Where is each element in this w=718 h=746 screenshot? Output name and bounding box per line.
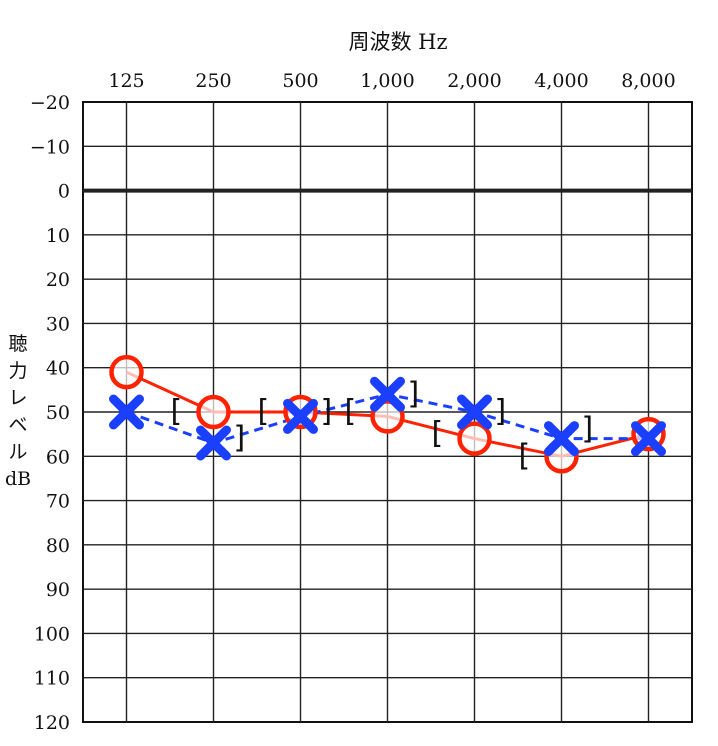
data-point-circle bbox=[109, 354, 144, 390]
cross-stroke bbox=[631, 421, 666, 457]
bone-conduction-bracket: [ bbox=[519, 438, 531, 473]
chart-grid bbox=[82, 101, 693, 723]
cross-stroke bbox=[457, 394, 492, 430]
bone-conduction-bracket: [ bbox=[258, 394, 270, 429]
bone-conduction-bracket: [ bbox=[171, 394, 183, 429]
frequency-axis-title: 周波数 Hz bbox=[348, 30, 447, 54]
frequency-tick-label: 125 bbox=[108, 70, 144, 92]
hearing-level-tick-label: 10 bbox=[46, 225, 70, 247]
data-point-cross bbox=[370, 376, 405, 412]
hearing-level-tick-label: 100 bbox=[34, 623, 70, 645]
bone-conduction-bracket: ] bbox=[321, 394, 333, 429]
data-point-cross bbox=[631, 421, 666, 457]
hearing-level-tick-labels: −20 −10 0 10 20 30 40 50 60 70 80 90 100 110 120 bbox=[30, 92, 70, 734]
hearing-level-axis-label-char: ベ bbox=[8, 414, 27, 436]
series-markers bbox=[109, 354, 666, 474]
frequency-tick-labels: 125 250 500 1,000 2,000 4,000 8,000 bbox=[108, 70, 675, 92]
hearing-level-axis-label-char: 力 bbox=[8, 360, 27, 382]
cross-stroke bbox=[109, 394, 144, 430]
data-point-cross bbox=[544, 421, 579, 457]
cross-stroke bbox=[283, 398, 318, 434]
hearing-level-axis-label-char: ル bbox=[8, 441, 27, 463]
hearing-level-tick-label: 90 bbox=[46, 579, 70, 601]
bone-conduction-bracket: ] bbox=[582, 412, 594, 447]
bone-conduction-bracket: ] bbox=[495, 394, 507, 429]
hearing-level-tick-label: 50 bbox=[46, 402, 70, 424]
data-point-cross bbox=[196, 425, 231, 461]
bone-conduction-bracket: ] bbox=[234, 421, 246, 456]
hearing-level-tick-label: 110 bbox=[34, 668, 70, 690]
bone-conduction-bracket: [ bbox=[432, 416, 444, 451]
hearing-level-tick-label: 0 bbox=[58, 181, 70, 203]
data-point-circle bbox=[196, 394, 231, 430]
hearing-level-tick-label: 40 bbox=[46, 358, 70, 380]
bone-conduction-bracket: [ bbox=[345, 394, 357, 429]
frequency-tick-label: 250 bbox=[195, 70, 231, 92]
hearing-level-tick-label: 80 bbox=[46, 535, 70, 557]
cross-stroke bbox=[196, 425, 231, 461]
cross-stroke bbox=[544, 421, 579, 457]
hearing-level-tick-label: 30 bbox=[46, 313, 70, 335]
hearing-level-axis-label-char: レ bbox=[8, 387, 27, 409]
data-point-circle bbox=[370, 399, 405, 434]
hearing-level-tick-label: −20 bbox=[30, 92, 70, 114]
hearing-level-tick-label: −10 bbox=[30, 136, 70, 158]
bone-conduction-bracket: ] bbox=[408, 376, 420, 411]
hearing-level-tick-label: 120 bbox=[34, 712, 70, 734]
data-point-cross bbox=[457, 394, 492, 430]
hearing-level-tick-label: 70 bbox=[46, 491, 70, 513]
cross-stroke bbox=[370, 376, 405, 412]
hearing-level-tick-label: 60 bbox=[46, 446, 70, 468]
data-point-cross bbox=[283, 398, 318, 434]
hearing-level-axis-label-char: 聴 bbox=[8, 333, 27, 355]
frequency-tick-label: 4,000 bbox=[534, 70, 588, 92]
frequency-tick-label: 8,000 bbox=[621, 70, 675, 92]
hearing-level-axis-label-char: dB bbox=[5, 468, 31, 490]
data-point-circle bbox=[457, 421, 492, 456]
hearing-level-tick-label: 20 bbox=[46, 269, 70, 291]
frequency-tick-label: 2,000 bbox=[447, 70, 501, 92]
frequency-tick-label: 500 bbox=[282, 70, 318, 92]
bone-conduction-markers: [] [] [] [] [] bbox=[171, 376, 594, 473]
frequency-tick-label: 1,000 bbox=[360, 70, 414, 92]
data-point-cross bbox=[109, 394, 144, 430]
